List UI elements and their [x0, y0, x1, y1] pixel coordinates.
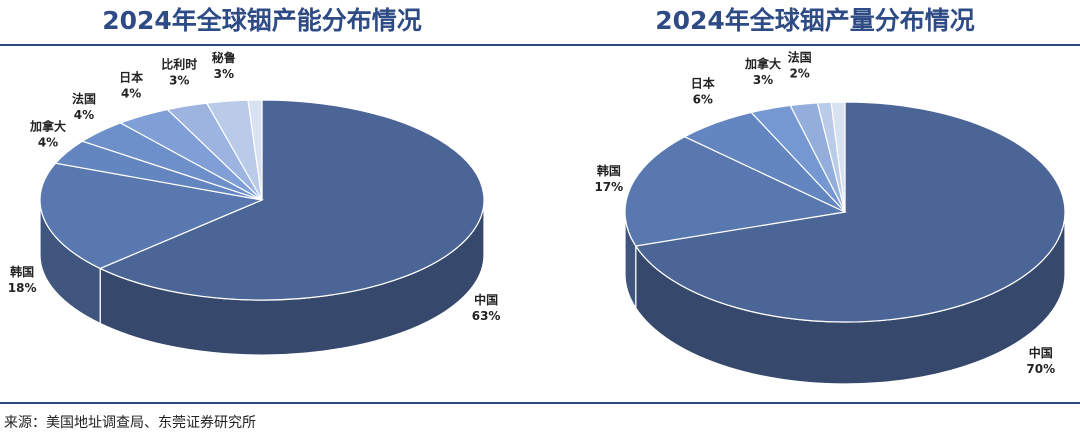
chart-title: 2024年全球铟产量分布情况: [655, 6, 975, 35]
slice-label: 法国: [72, 91, 96, 106]
slice-label: 比利时: [161, 56, 197, 71]
pie-slice: [98, 99, 485, 301]
pie-slice: [634, 101, 1066, 323]
slice-value-label: 2%: [789, 67, 809, 81]
slice-value-label: 3%: [214, 67, 234, 81]
pie-slice: [624, 136, 848, 247]
slice-label: 日本: [119, 70, 143, 85]
slice-value-label: 3%: [753, 73, 773, 87]
pie-slice: [247, 99, 263, 201]
slice-label: 中国: [474, 292, 498, 307]
pie-slice: [830, 101, 846, 213]
slice-label: 法国: [788, 50, 812, 65]
slice-label: 加拿大: [29, 118, 66, 133]
slice-value-label: 3%: [169, 73, 189, 87]
slice-value-label: 63%: [472, 309, 501, 323]
slice-label: 中国: [1029, 345, 1053, 360]
slice-label: 加拿大: [744, 56, 781, 71]
pie-slice: [39, 162, 265, 270]
source-note: 来源：美国地址调查局、东莞证券研究所: [4, 415, 256, 431]
slice-label: 韩国: [10, 264, 34, 279]
slice-value-label: 4%: [121, 87, 141, 101]
chart-title: 2024年全球铟产能分布情况: [102, 6, 422, 35]
slice-label: 韩国: [597, 163, 621, 178]
slice-value-label: 18%: [8, 281, 37, 295]
slice-value-label: 70%: [1026, 362, 1055, 376]
slice-label: 秘鲁: [212, 50, 236, 65]
slice-value-label: 4%: [74, 108, 94, 122]
slice-value-label: 6%: [693, 92, 713, 106]
slice-value-label: 4%: [38, 135, 58, 149]
slice-value-label: 17%: [594, 180, 623, 194]
slice-label: 日本: [691, 75, 715, 90]
